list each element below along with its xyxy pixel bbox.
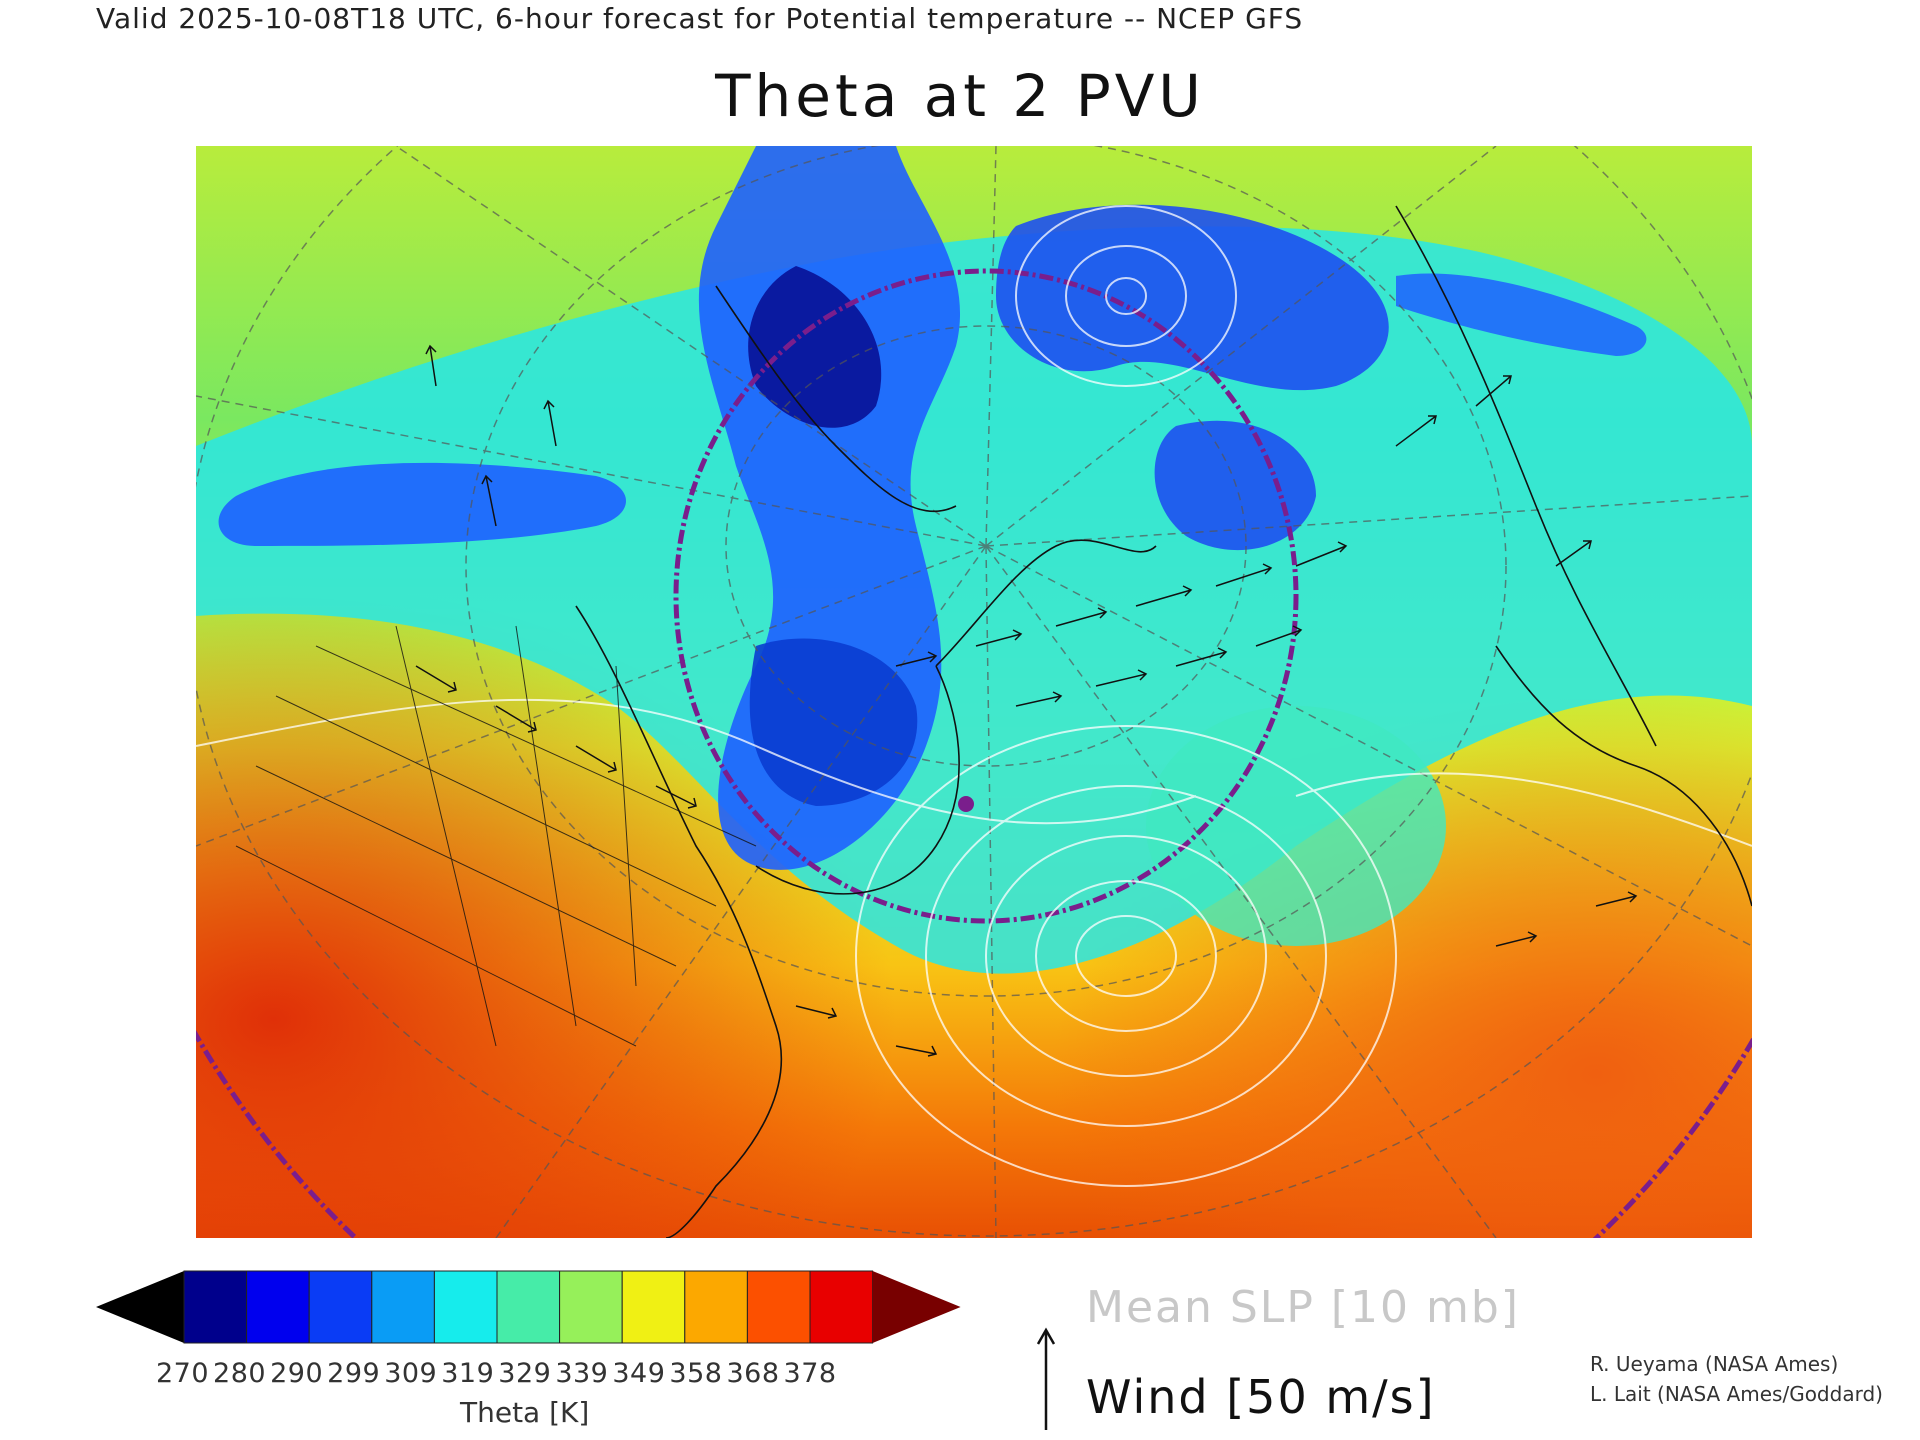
colorbar-tick-label: 280 [213, 1358, 267, 1389]
colorbar-tick-labels: 270 280 290 299 309 319 329 339 349 358 368 378 [156, 1358, 916, 1389]
colorbar-segment [246, 1270, 310, 1344]
colorbar-segment [183, 1270, 248, 1344]
colorbar-underflow-triangle [96, 1271, 184, 1343]
credit-line-2: L. Lait (NASA Ames/Goddard) [1590, 1382, 1883, 1406]
cold-core-hudson [749, 638, 918, 806]
highlighted-point-marker [958, 796, 974, 812]
colorbar-segment [559, 1270, 623, 1344]
theta-map [196, 146, 1752, 1238]
plot-title: Theta at 2 PVU [715, 62, 1205, 130]
colorbar-tick-label: 309 [384, 1358, 438, 1389]
colorbar-tick-label: 368 [726, 1358, 780, 1389]
theta-colorbar [96, 1264, 976, 1348]
colorbar-tick-label: 339 [555, 1358, 609, 1389]
colorbar-segment [746, 1270, 811, 1344]
colorbar-label: Theta [K] [460, 1396, 590, 1429]
colorbar-segment [621, 1270, 686, 1344]
theta-map-canvas [196, 146, 1752, 1238]
cold-streamer-siberia [1396, 273, 1647, 356]
colorbar-segment [496, 1270, 561, 1344]
colorbar-segment [684, 1270, 748, 1344]
colorbar-tick-label: 270 [156, 1358, 210, 1389]
coastlines [575, 205, 1752, 1238]
colorbar-tick-label: 378 [783, 1358, 837, 1389]
colorbar-tick-label: 349 [612, 1358, 666, 1389]
wind-legend-label: Wind [50 m/s] [1086, 1370, 1436, 1424]
reference-circles [196, 268, 1752, 1238]
forecast-valid-line: Valid 2025-10-08T18 UTC, 6-hour forecast… [96, 2, 1304, 35]
colorbar-overflow-triangle [872, 1271, 961, 1343]
colorbar-tick-label: 358 [669, 1358, 723, 1389]
colorbar-tick-label: 290 [270, 1358, 324, 1389]
slp-legend-label: Mean SLP [10 mb] [1086, 1282, 1520, 1333]
credit-line-1: R. Ueyama (NASA Ames) [1590, 1352, 1839, 1376]
colorbar-segment [433, 1270, 498, 1344]
cold-streamer-pacific [218, 462, 626, 546]
colorbar-tick-label: 329 [498, 1358, 552, 1389]
colorbar-segment [308, 1270, 373, 1344]
wind-vectors [415, 344, 1638, 1057]
cyclone-region-atlantic [1146, 706, 1446, 946]
colorbar-svg [96, 1270, 961, 1344]
political-boundaries [235, 625, 757, 1047]
slp-contours [196, 205, 1752, 1187]
colorbar-tick-label: 319 [441, 1358, 495, 1389]
colorbar-segment [809, 1270, 874, 1344]
cold-vortex-polar [996, 204, 1389, 391]
wind-reference-arrow-icon [1036, 1327, 1056, 1430]
colorbar-tick-label: 299 [327, 1358, 381, 1389]
colorbar-segment [371, 1270, 435, 1344]
lat-lon-grid [196, 146, 1752, 1238]
